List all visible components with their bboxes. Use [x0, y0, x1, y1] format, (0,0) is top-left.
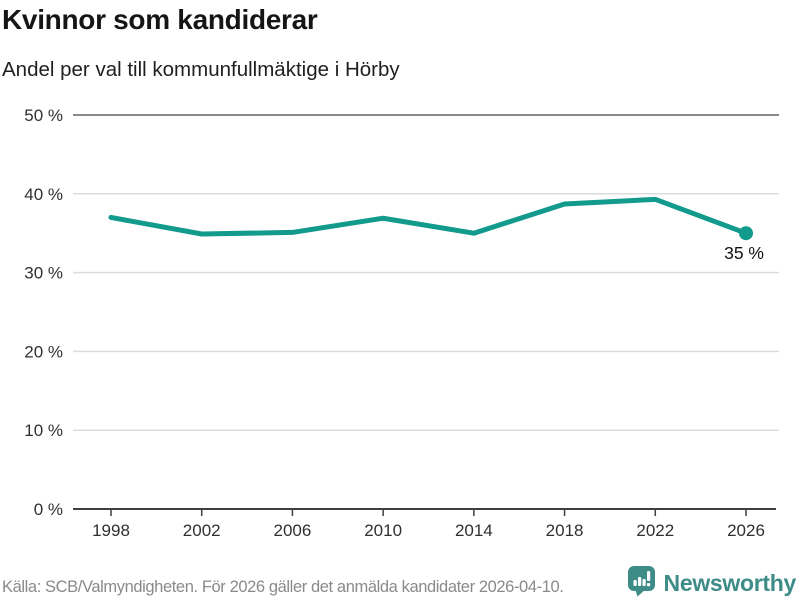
- x-axis-label: 2022: [636, 521, 674, 540]
- data-line: [108, 196, 749, 237]
- end-point-label: 35 %: [724, 243, 764, 263]
- source-note: Källa: SCB/Valmyndigheten. För 2026 gäll…: [2, 578, 564, 596]
- y-axis-label: 30 %: [24, 264, 63, 283]
- chart-subtitle: Andel per val till kommunfullmäktige i H…: [2, 58, 400, 81]
- x-axis-label: 2006: [274, 521, 312, 540]
- x-axis-label: 2018: [546, 521, 584, 540]
- newsworthy-logo-icon: [627, 565, 656, 600]
- y-axis-label: 50 %: [24, 106, 63, 125]
- brand-lockup: Newsworthy: [627, 565, 796, 600]
- y-axis-label: 10 %: [24, 421, 63, 440]
- line-chart: 0 % 10 % 20 % 30 % 40 % 50 % 1998 2002 2006 2010 2…: [24, 106, 779, 540]
- chart-title: Kvinnor som kandiderar: [2, 4, 318, 35]
- x-axis-label: 1998: [92, 521, 130, 540]
- y-axis-label: 20 %: [24, 342, 63, 361]
- x-axis-label: 2026: [727, 521, 765, 540]
- y-axis-label: 40 %: [24, 185, 63, 204]
- x-axis-label: 2014: [455, 521, 493, 540]
- end-point-marker: [739, 226, 753, 241]
- x-axis-label: 2010: [364, 521, 402, 540]
- x-axis-label: 2002: [183, 521, 221, 540]
- brand-name: Newsworthy: [663, 570, 797, 596]
- y-axis-label: 0 %: [34, 500, 63, 519]
